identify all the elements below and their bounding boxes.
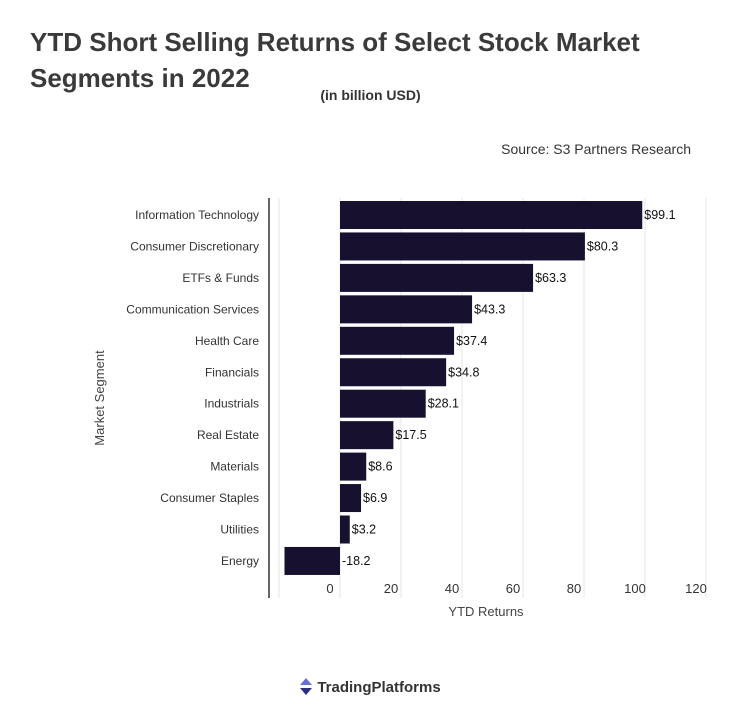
x-tick-label: 60: [506, 581, 520, 596]
bar: [340, 263, 534, 292]
bar: [340, 389, 426, 418]
category-label: Consumer Discretionary: [130, 239, 259, 253]
chart-subtitle: (in billion USD): [320, 87, 421, 103]
brand-logo: TradingPlatforms: [0, 678, 741, 696]
category-label: Communication Services: [126, 302, 259, 316]
bar: [284, 546, 340, 575]
data-label: $28.1: [428, 397, 459, 411]
category-label: Health Care: [195, 334, 259, 348]
x-tick-label: 120: [685, 581, 707, 596]
category-label: Consumer Staples: [160, 491, 259, 505]
source-note: Source: S3 Partners Research: [501, 141, 691, 157]
bar: [340, 358, 447, 387]
data-label: $6.9: [363, 491, 387, 505]
category-label: Industrials: [204, 397, 259, 411]
chart-title: YTD Short Selling Returns of Select Stoc…: [30, 27, 640, 93]
bar: [340, 452, 367, 481]
x-axis-title: YTD Returns: [448, 604, 524, 619]
category-label: Materials: [210, 460, 259, 474]
category-label: Real Estate: [197, 428, 259, 442]
up-down-arrows-icon: [300, 678, 313, 695]
x-tick-label: 80: [567, 581, 581, 596]
data-label: -18.2: [342, 554, 371, 568]
category-label: Information Technology: [135, 208, 259, 222]
x-tick-label: 0: [326, 581, 333, 596]
bar: [340, 484, 362, 513]
x-tick-label: 20: [384, 581, 398, 596]
brand-name: TradingPlatforms: [317, 678, 441, 696]
data-label: $99.1: [644, 208, 675, 222]
bar: [340, 232, 585, 261]
data-label: $63.3: [535, 271, 566, 285]
data-label: $37.4: [456, 334, 487, 348]
data-label: $34.8: [448, 365, 479, 379]
category-label: Financials: [205, 365, 259, 379]
y-axis-title: Market Segment: [92, 350, 107, 446]
x-tick-label: 40: [445, 581, 459, 596]
category-label: Energy: [221, 554, 259, 568]
bar: [340, 201, 643, 229]
bar: [340, 326, 455, 355]
category-label: ETFs & Funds: [182, 271, 259, 285]
bar: [340, 515, 350, 544]
x-tick-label: 100: [624, 581, 646, 596]
data-label: $17.5: [395, 428, 426, 442]
data-label: $8.6: [368, 460, 392, 474]
data-label: $3.2: [352, 523, 376, 537]
bar: [340, 295, 473, 324]
data-label: $43.3: [474, 302, 505, 316]
data-label: $80.3: [587, 239, 618, 253]
bar: [340, 421, 394, 450]
category-label: Utilities: [220, 523, 259, 537]
